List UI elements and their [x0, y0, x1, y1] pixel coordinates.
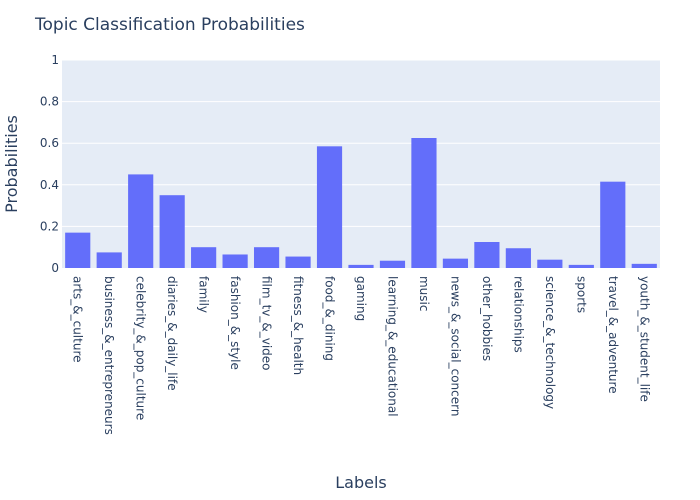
x-tick-label: fashion_&_style: [228, 276, 242, 370]
bar-youth_&_student_life: [631, 263, 657, 268]
bar-family: [191, 247, 217, 268]
y-tick-labels: 0 0.2 0.4 0.6 0.8 1: [40, 53, 59, 275]
bar-gaming: [348, 264, 374, 268]
x-tick-label: travel_&_adventure: [606, 276, 620, 394]
bar-music: [411, 138, 437, 268]
bar-business_&_entrepreneurs: [96, 252, 122, 268]
bar-travel_&_adventure: [600, 181, 626, 268]
y-tick-label: 0.6: [40, 136, 59, 150]
x-tick-label: music: [417, 276, 431, 311]
bar-news_&_social_concern: [442, 258, 469, 268]
x-tick-label: business_&_entrepreneurs: [102, 276, 116, 435]
x-tick-label: family: [197, 276, 211, 313]
bar-sports: [568, 264, 594, 268]
y-tick-label: 0.4: [40, 178, 59, 192]
y-tick-label: 1: [51, 53, 59, 67]
bars: [65, 138, 657, 268]
bar-diaries_&_daily_life: [159, 195, 185, 268]
x-axis-title: Labels: [335, 473, 387, 492]
bar-celebrity_&_pop_culture: [128, 174, 154, 268]
x-tick-label: science_&_technology: [543, 276, 557, 409]
y-tick-label: 0.8: [40, 95, 59, 109]
x-tick-label: news_&_social_concern: [448, 276, 462, 416]
bar-fitness_&_health: [285, 256, 311, 268]
bar-arts_&_culture: [65, 232, 91, 268]
x-tick-label: arts_&_culture: [71, 276, 85, 363]
bar-film_tv_&_video: [253, 247, 280, 268]
x-tick-label: gaming: [354, 276, 368, 321]
bar-science_&_technology: [537, 259, 563, 268]
bar-learning_&_educational: [379, 260, 406, 268]
x-tick-label: celebrity_&_pop_culture: [134, 276, 148, 420]
x-tick-label: other_hobbies: [480, 276, 494, 361]
x-tick-label: sports: [574, 276, 588, 313]
x-tick-label: film_tv_&_video: [260, 276, 274, 371]
y-axis-title: Probabilities: [2, 115, 21, 213]
x-tick-label: youth_&_student_life: [637, 276, 651, 402]
bar-food_&_dining: [316, 146, 343, 268]
x-tick-label: fitness_&_health: [291, 276, 305, 375]
y-tick-label: 0.2: [40, 219, 59, 233]
x-tick-label: food_&_dining: [323, 276, 337, 361]
x-tick-label: diaries_&_daily_life: [165, 276, 179, 391]
bar-fashion_&_style: [222, 254, 248, 268]
x-tick-label: learning_&_educational: [385, 276, 399, 417]
x-tick-labels: arts_&_culture business_&_entrepreneurs ce…: [71, 276, 652, 435]
x-tick-label: relationships: [511, 276, 525, 353]
y-tick-label: 0: [51, 261, 59, 275]
chart-title: Topic Classification Probabilities: [34, 15, 305, 35]
bar-relationships: [505, 248, 531, 268]
bar-other_hobbies: [474, 242, 500, 268]
